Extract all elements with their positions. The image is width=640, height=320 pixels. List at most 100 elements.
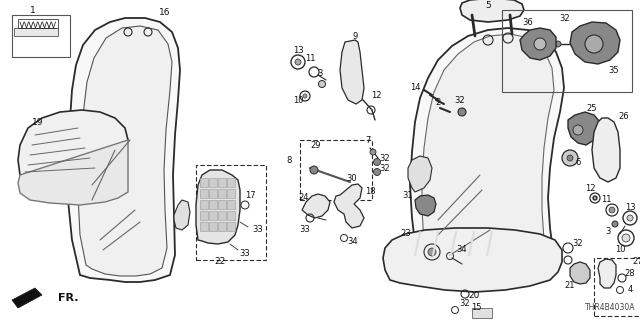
- Bar: [218, 211, 226, 220]
- Circle shape: [428, 248, 436, 256]
- Text: 11: 11: [601, 196, 611, 204]
- Text: 34: 34: [348, 237, 358, 246]
- Circle shape: [303, 94, 307, 98]
- Bar: [200, 189, 208, 198]
- Circle shape: [585, 35, 603, 53]
- Polygon shape: [520, 28, 556, 60]
- Text: 16: 16: [159, 7, 171, 17]
- Text: 32: 32: [560, 13, 570, 22]
- Polygon shape: [78, 26, 172, 276]
- Text: 32: 32: [380, 164, 390, 172]
- Text: 14: 14: [410, 83, 420, 92]
- Text: 36: 36: [523, 18, 533, 27]
- Bar: [218, 200, 226, 209]
- Polygon shape: [408, 156, 432, 192]
- Text: 10: 10: [292, 95, 303, 105]
- Bar: [200, 200, 208, 209]
- Polygon shape: [570, 22, 620, 64]
- Polygon shape: [460, 0, 524, 22]
- Polygon shape: [592, 118, 620, 182]
- Text: 32: 32: [454, 95, 465, 105]
- Bar: [209, 222, 217, 231]
- Text: 4: 4: [627, 285, 632, 294]
- Polygon shape: [568, 112, 600, 145]
- Text: 22: 22: [214, 258, 226, 267]
- Polygon shape: [18, 140, 128, 205]
- Text: 31: 31: [403, 191, 413, 201]
- Polygon shape: [196, 170, 240, 244]
- Text: 10: 10: [615, 245, 625, 254]
- Polygon shape: [598, 259, 616, 288]
- Text: 9: 9: [353, 31, 358, 41]
- Bar: [218, 189, 226, 198]
- Text: 19: 19: [32, 117, 44, 126]
- Circle shape: [458, 108, 466, 116]
- Polygon shape: [410, 28, 564, 288]
- Text: 13: 13: [625, 204, 636, 212]
- Circle shape: [319, 81, 326, 87]
- Text: 25: 25: [587, 103, 597, 113]
- Text: 27: 27: [633, 258, 640, 267]
- Text: 33: 33: [300, 226, 310, 235]
- Circle shape: [562, 150, 578, 166]
- Text: 6: 6: [575, 157, 580, 166]
- Text: THR4B4030A: THR4B4030A: [584, 303, 635, 312]
- Circle shape: [295, 59, 301, 65]
- Polygon shape: [18, 110, 128, 182]
- Circle shape: [609, 207, 615, 213]
- Bar: [196, 165, 266, 260]
- Text: 1: 1: [30, 5, 36, 14]
- Polygon shape: [340, 40, 364, 104]
- Text: 32: 32: [380, 154, 390, 163]
- Text: 8: 8: [286, 156, 292, 164]
- Circle shape: [593, 196, 597, 200]
- Polygon shape: [174, 200, 190, 230]
- Bar: [209, 211, 217, 220]
- Polygon shape: [410, 234, 448, 268]
- Text: 3: 3: [317, 68, 323, 77]
- Bar: [227, 200, 235, 209]
- Text: 33: 33: [239, 249, 250, 258]
- Bar: [218, 178, 226, 187]
- Bar: [227, 189, 235, 198]
- Bar: [227, 211, 235, 220]
- Polygon shape: [302, 194, 330, 218]
- Text: 30: 30: [347, 173, 357, 182]
- Polygon shape: [68, 18, 180, 282]
- Text: 5: 5: [485, 1, 491, 10]
- Circle shape: [567, 155, 573, 161]
- Bar: [502, 10, 632, 92]
- Circle shape: [310, 166, 318, 174]
- Circle shape: [374, 158, 381, 165]
- Bar: [300, 140, 372, 200]
- Text: 26: 26: [619, 111, 629, 121]
- Bar: [227, 222, 235, 231]
- Circle shape: [534, 38, 546, 50]
- Bar: [209, 200, 217, 209]
- Bar: [200, 178, 208, 187]
- Text: 33: 33: [253, 226, 264, 235]
- Circle shape: [573, 125, 583, 135]
- Text: 32: 32: [460, 300, 470, 308]
- Text: 35: 35: [609, 66, 620, 75]
- Bar: [227, 178, 235, 187]
- Bar: [472, 308, 492, 318]
- Text: 24: 24: [299, 194, 309, 203]
- Text: 23: 23: [401, 229, 412, 238]
- Circle shape: [370, 149, 376, 155]
- Text: 12: 12: [585, 183, 595, 193]
- Bar: [18, 19, 58, 31]
- Circle shape: [627, 215, 633, 221]
- Bar: [218, 222, 226, 231]
- Text: 2: 2: [435, 98, 440, 107]
- Text: 29: 29: [311, 140, 321, 149]
- Text: 21: 21: [564, 282, 575, 291]
- Text: 15: 15: [471, 303, 481, 313]
- Bar: [12, 15, 70, 57]
- Polygon shape: [422, 34, 554, 280]
- Bar: [200, 222, 208, 231]
- Text: 7: 7: [365, 135, 371, 145]
- Polygon shape: [334, 184, 364, 228]
- Text: 32: 32: [573, 239, 583, 249]
- Circle shape: [622, 234, 630, 242]
